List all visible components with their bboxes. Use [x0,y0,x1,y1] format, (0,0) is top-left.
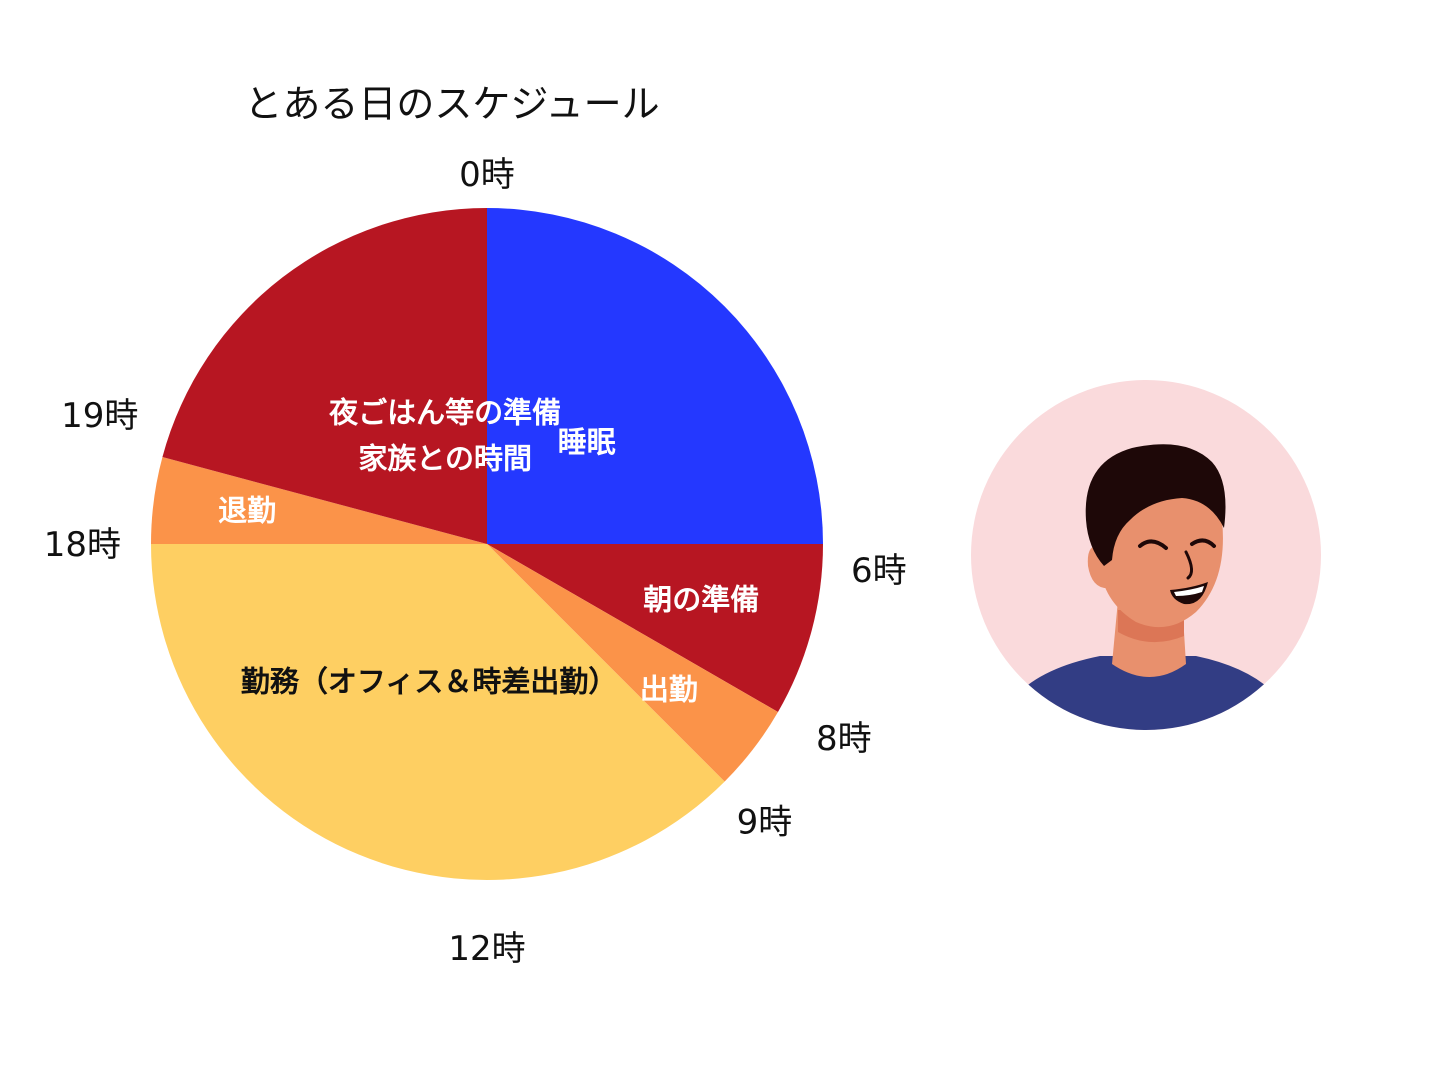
slice-label: 退勤 [218,493,276,527]
avatar-nose [1184,550,1193,580]
slice-label: 朝の準備 [643,582,759,616]
hour-tick-label: 0時 [459,155,515,195]
avatar-right-eye [1190,538,1216,548]
avatar-teeth [1174,586,1204,596]
avatar-shirt [1000,656,1292,730]
pie-slice [487,544,778,782]
hour-tick-label: 18時 [44,525,121,565]
slice-label: 勤務（オフィス＆時差出勤） [241,665,617,699]
avatar-left-eye [1138,539,1168,550]
slice-label: 出勤 [640,672,698,706]
slice-label: 家族との時間 [358,441,532,475]
pie-slices [150,208,823,881]
hour-tick-label: 9時 [737,803,793,843]
smiling-person-icon [971,380,1321,730]
slice-label: 夜ごはん等の準備 [328,395,561,429]
avatar-hair [1085,444,1226,566]
pie-slice [162,208,488,544]
pie-slice [150,544,725,881]
hour-tick-label: 12時 [448,929,525,969]
chart-title: とある日のスケジュール [244,82,659,126]
hour-labels: 0時 6時 8時 9時 12時 18時 19時 [44,155,907,969]
slice-label: 睡眠 [558,425,616,459]
hour-tick-label: 6時 [851,551,907,591]
pie-slice [487,544,823,712]
hour-tick-label: 19時 [61,396,138,436]
pie-slice [487,208,823,544]
hour-tick-label: 8時 [816,719,872,759]
pie-slice [151,457,487,544]
